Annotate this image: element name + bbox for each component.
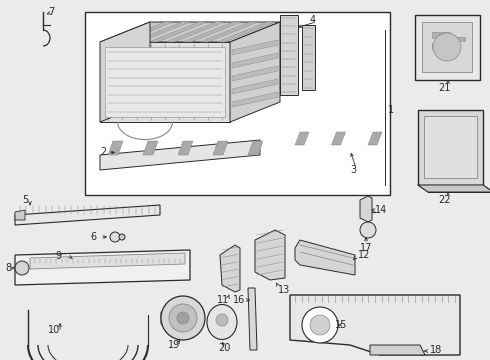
Polygon shape	[115, 22, 173, 42]
Text: 17: 17	[360, 243, 372, 253]
Bar	[424, 116, 477, 178]
Bar	[85, 12, 390, 195]
Polygon shape	[295, 240, 355, 275]
Polygon shape	[302, 25, 315, 90]
Polygon shape	[370, 345, 425, 355]
Polygon shape	[232, 92, 278, 107]
Bar	[415, 15, 480, 80]
Text: 1: 1	[388, 105, 394, 115]
Text: 5: 5	[22, 195, 28, 205]
Polygon shape	[232, 66, 278, 81]
Text: 20: 20	[218, 343, 230, 353]
Polygon shape	[100, 140, 260, 170]
Text: 9: 9	[55, 251, 61, 261]
Circle shape	[302, 307, 338, 343]
Text: 15: 15	[335, 320, 347, 330]
Text: 21: 21	[438, 83, 450, 93]
Circle shape	[433, 33, 461, 61]
Polygon shape	[100, 22, 280, 42]
Bar	[432, 32, 450, 38]
Circle shape	[110, 232, 120, 242]
Text: 3: 3	[350, 165, 356, 175]
Polygon shape	[360, 196, 372, 222]
Polygon shape	[332, 132, 345, 145]
Text: 11: 11	[217, 295, 229, 305]
Circle shape	[15, 261, 29, 275]
Text: 10: 10	[48, 325, 60, 335]
Polygon shape	[213, 141, 228, 155]
Bar	[422, 22, 472, 72]
Text: 8: 8	[5, 263, 11, 273]
Polygon shape	[143, 141, 158, 155]
Circle shape	[310, 315, 330, 335]
Polygon shape	[15, 250, 190, 285]
Polygon shape	[248, 141, 263, 155]
Polygon shape	[15, 205, 160, 225]
Ellipse shape	[207, 305, 237, 339]
Polygon shape	[105, 47, 225, 117]
Text: 7: 7	[48, 7, 54, 17]
Polygon shape	[166, 22, 224, 42]
Polygon shape	[149, 22, 207, 42]
Polygon shape	[100, 42, 230, 122]
Polygon shape	[368, 132, 382, 145]
Text: 22: 22	[438, 195, 450, 205]
Text: 13: 13	[278, 285, 290, 295]
Circle shape	[216, 314, 228, 326]
Polygon shape	[30, 253, 185, 269]
Polygon shape	[108, 141, 123, 155]
Polygon shape	[217, 22, 275, 42]
Polygon shape	[295, 132, 309, 145]
Text: 4: 4	[310, 15, 316, 25]
Text: 18: 18	[430, 345, 442, 355]
Bar	[455, 37, 465, 41]
Text: 12: 12	[358, 250, 370, 260]
Circle shape	[169, 304, 197, 332]
Polygon shape	[290, 295, 460, 355]
Polygon shape	[161, 310, 168, 326]
Polygon shape	[232, 40, 278, 55]
Bar	[432, 43, 450, 49]
Circle shape	[177, 312, 189, 324]
Polygon shape	[15, 210, 25, 220]
Text: 6: 6	[90, 232, 96, 242]
Text: 19: 19	[168, 340, 180, 350]
Polygon shape	[230, 22, 280, 122]
Polygon shape	[232, 79, 278, 94]
Polygon shape	[100, 22, 150, 122]
Polygon shape	[200, 22, 258, 42]
Polygon shape	[418, 185, 490, 192]
Circle shape	[161, 296, 205, 340]
Text: 14: 14	[375, 205, 387, 215]
Text: 16: 16	[233, 295, 245, 305]
Circle shape	[360, 222, 376, 238]
Polygon shape	[248, 288, 257, 350]
Polygon shape	[280, 15, 298, 95]
Circle shape	[119, 234, 125, 240]
Bar	[418, 110, 483, 185]
Text: 2: 2	[100, 147, 106, 157]
Polygon shape	[255, 230, 285, 280]
Polygon shape	[178, 141, 193, 155]
Polygon shape	[232, 53, 278, 68]
Polygon shape	[220, 245, 240, 292]
Polygon shape	[183, 22, 241, 42]
Polygon shape	[132, 22, 190, 42]
